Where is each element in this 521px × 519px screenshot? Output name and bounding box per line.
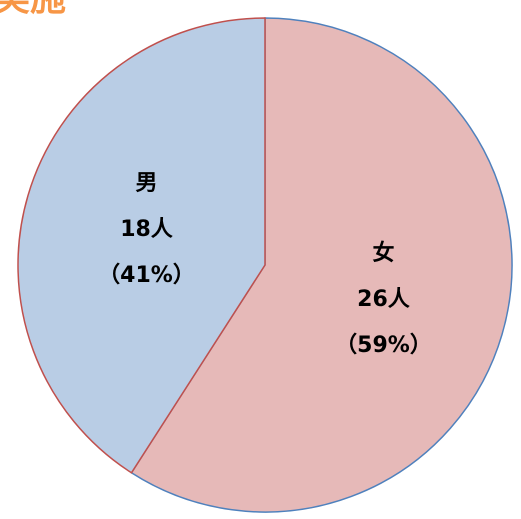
slice-count: 18人 (120, 217, 173, 242)
slice-percent: （41%） (98, 263, 195, 288)
slice-name: 男 (135, 171, 157, 196)
slice-percent: （59%） (335, 333, 432, 358)
chart: 実施 女 26人 （59%） 男 18人 （41%） (0, 0, 521, 519)
slice-count: 26人 (357, 287, 410, 312)
slice-name: 女 (372, 240, 394, 266)
chart-title: 実施 (0, 0, 66, 19)
